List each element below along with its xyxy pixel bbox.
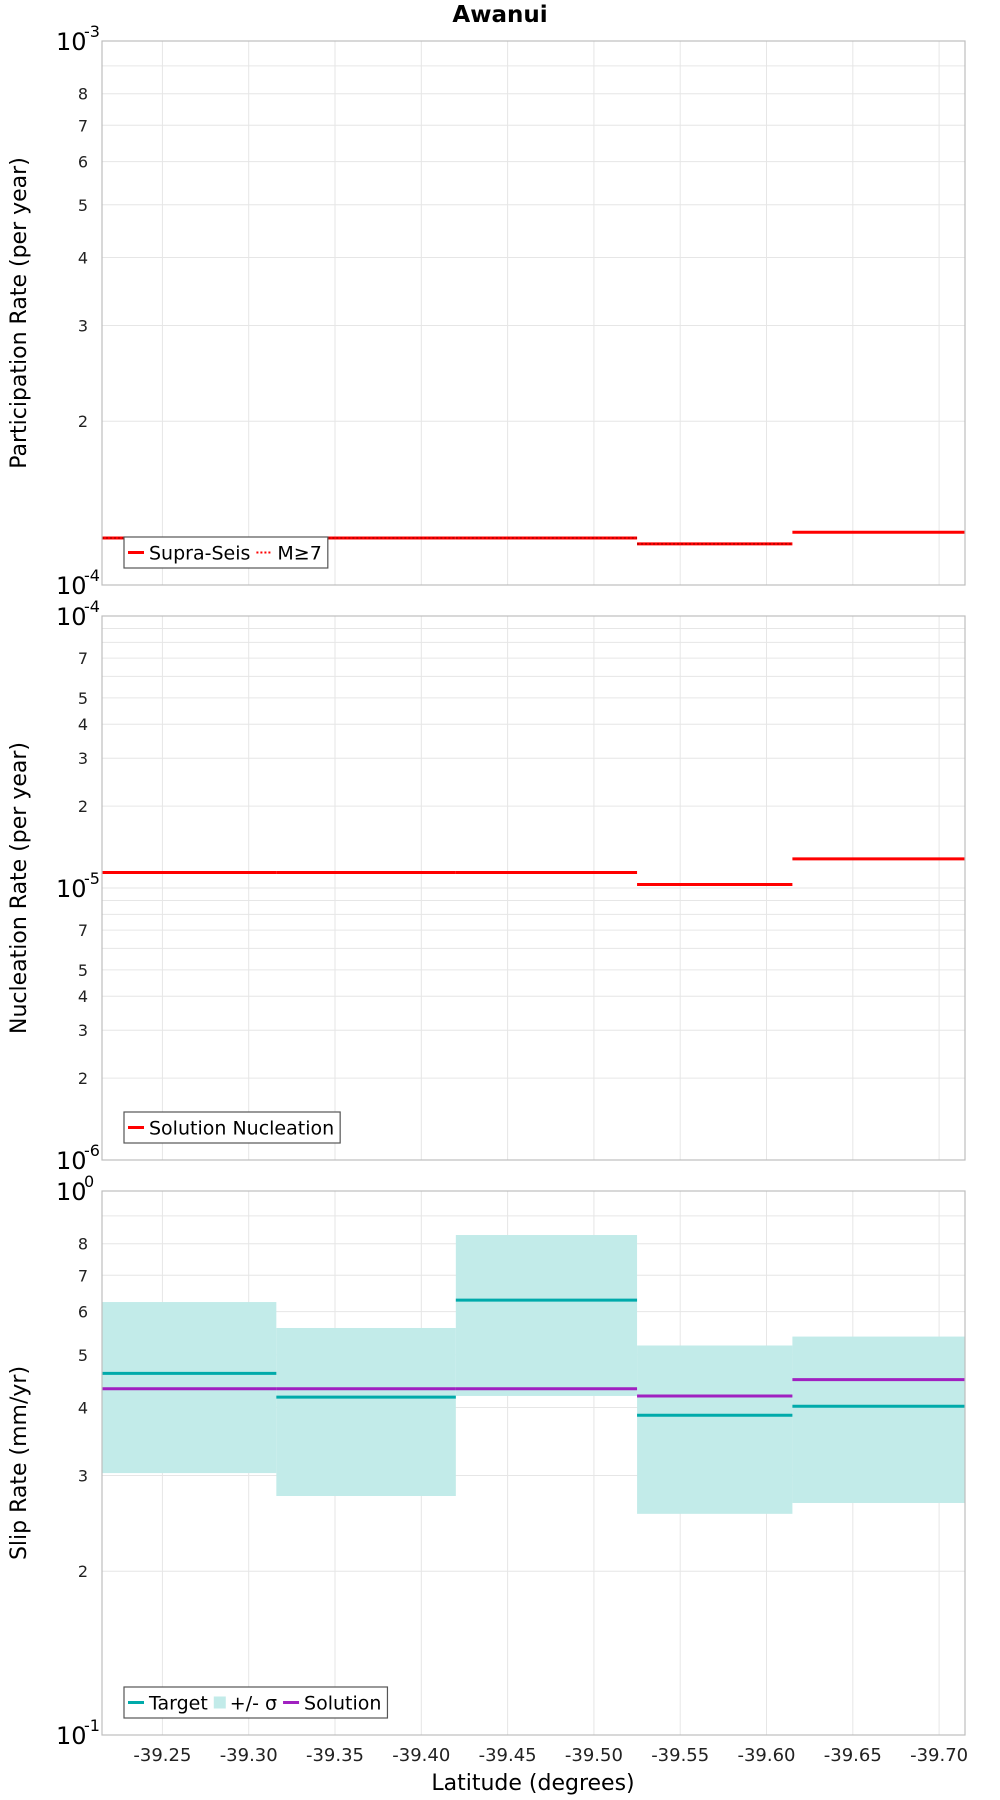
x-tick-label: -39.55 [651,1745,709,1766]
y-minor-tick-label: 7 [78,116,88,135]
sigma-band [276,1327,456,1497]
y-major-tick-label: 10 [56,1178,87,1206]
sigma-band [792,1336,965,1503]
x-tick-label: -39.65 [824,1745,882,1766]
y-minor-tick-label: 3 [78,1466,88,1485]
y-major-tick-exponent: -3 [84,22,100,41]
plot-area [102,41,965,585]
plot-frame [101,40,966,586]
x-tick-label: -39.35 [306,1745,364,1766]
y-major-tick-exponent: 0 [84,1172,94,1191]
x-tick-label: -39.70 [910,1745,968,1766]
y-minor-tick-label: 2 [78,1562,88,1581]
y-minor-tick-label: 4 [78,715,88,734]
y-major-tick-exponent: -4 [84,597,100,616]
y-major-tick-label: 10 [56,572,87,600]
legend-entry-label: M≥7 [277,543,321,565]
y-minor-tick-label: 2 [78,412,88,431]
y-minor-tick-label: 3 [78,316,88,335]
y-major-tick-exponent: -4 [84,566,100,585]
x-tick-label: -39.50 [565,1745,623,1766]
x-tick-label: -39.60 [737,1745,795,1766]
x-tick-label: -39.30 [220,1745,278,1766]
legend-box [123,1111,341,1144]
legend: Supra-Seis M≥7 [123,536,329,569]
y-minor-tick-label: 7 [78,921,88,940]
y-major-tick-label: 10 [56,603,87,631]
y-minor-tick-label: 8 [78,1235,88,1254]
y-axis-title: Participation Rate (per year) [7,157,32,469]
y-minor-tick-label: 4 [78,1398,88,1417]
y-minor-tick-label: 8 [78,85,88,104]
plot-frame [101,1190,966,1736]
chart-title: Awanui [452,2,547,28]
sigma-band [455,1235,638,1396]
legend-swatch-band [213,1696,226,1709]
legend-box [123,536,329,569]
legend-entry-label: Solution [304,1693,381,1715]
sigma-band [637,1345,793,1514]
y-major-tick-label: 10 [56,1147,87,1175]
y-minor-tick-label: 3 [78,1021,88,1040]
y-minor-tick-label: 6 [78,153,88,172]
legend: Solution Nucleation [123,1111,341,1144]
y-minor-tick-label: 4 [78,248,88,267]
y-major-tick-exponent: -5 [84,869,100,888]
y-minor-tick-label: 5 [78,196,88,215]
y-minor-tick-label: 4 [78,987,88,1006]
y-major-tick-label: 10 [56,875,87,903]
y-major-tick-exponent: -6 [84,1141,100,1160]
legend-entry-label: Supra-Seis [149,543,250,565]
y-minor-tick-label: 6 [78,1303,88,1322]
x-tick-label: -39.25 [133,1745,191,1766]
plot-frame [101,615,966,1161]
y-axis-title: Nucleation Rate (per year) [7,742,32,1034]
x-tick-label: -39.40 [392,1745,450,1766]
y-major-tick-exponent: -1 [84,1716,100,1735]
legend-entry-label: +/- σ [230,1693,277,1715]
x-axis-title: Latitude (degrees) [431,1771,634,1796]
y-major-tick-label: 10 [56,28,87,56]
x-tick-label: -39.45 [479,1745,537,1766]
legend-entry-label: Target [148,1693,208,1715]
y-minor-tick-label: 5 [78,1346,88,1365]
y-minor-tick-label: 7 [78,649,88,668]
y-minor-tick-label: 5 [78,961,88,980]
y-minor-tick-label: 7 [78,1266,88,1285]
y-minor-tick-label: 3 [78,749,88,768]
legend-entry-label: Solution Nucleation [149,1118,334,1140]
y-major-tick-label: 10 [56,1722,87,1750]
y-minor-tick-label: 2 [78,797,88,816]
legend: Target +/- σ Solution [123,1686,389,1719]
legend-box [123,1686,389,1719]
y-axis-title: Slip Rate (mm/yr) [7,1366,32,1560]
y-minor-tick-label: 2 [78,1069,88,1088]
y-minor-tick-label: 5 [78,689,88,708]
